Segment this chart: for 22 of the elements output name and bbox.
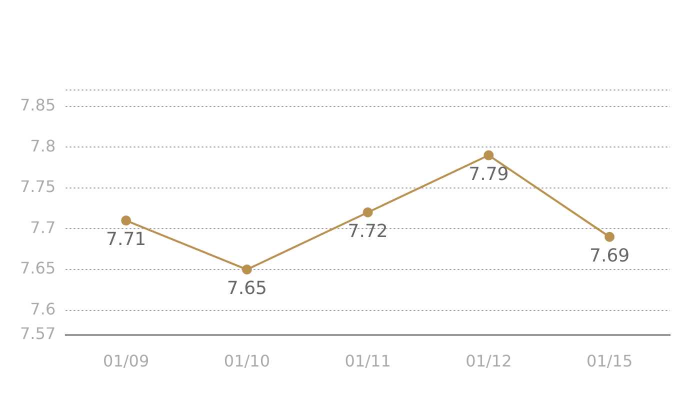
y-tick-label: 7.75: [20, 177, 56, 196]
x-tick-label: 01/11: [344, 352, 391, 371]
x-tick-label: 01/15: [586, 352, 633, 371]
data-label: 7.72: [348, 221, 388, 242]
point: [121, 216, 132, 226]
x-tick-label: 01/12: [466, 352, 512, 371]
data-label: 7.71: [106, 229, 146, 250]
x-tick-label: 01/09: [103, 352, 150, 371]
point: [242, 264, 252, 275]
point: [362, 207, 373, 218]
point: [484, 150, 494, 160]
y-tick-label: 7.6: [30, 299, 56, 318]
y-tick-label: 7.8: [30, 136, 56, 156]
data-label: 7.79: [468, 164, 509, 185]
data-label: 7.69: [590, 246, 630, 267]
y-tick-label: 7.57: [20, 324, 56, 343]
y-tick-label: 7.65: [20, 258, 56, 278]
x-tick-label: 01/10: [224, 352, 270, 371]
data-label: 7.65: [226, 278, 267, 300]
y-tick-label: 7.7: [30, 218, 56, 237]
point: [604, 232, 615, 242]
y-tick-label: 7.85: [20, 95, 56, 114]
